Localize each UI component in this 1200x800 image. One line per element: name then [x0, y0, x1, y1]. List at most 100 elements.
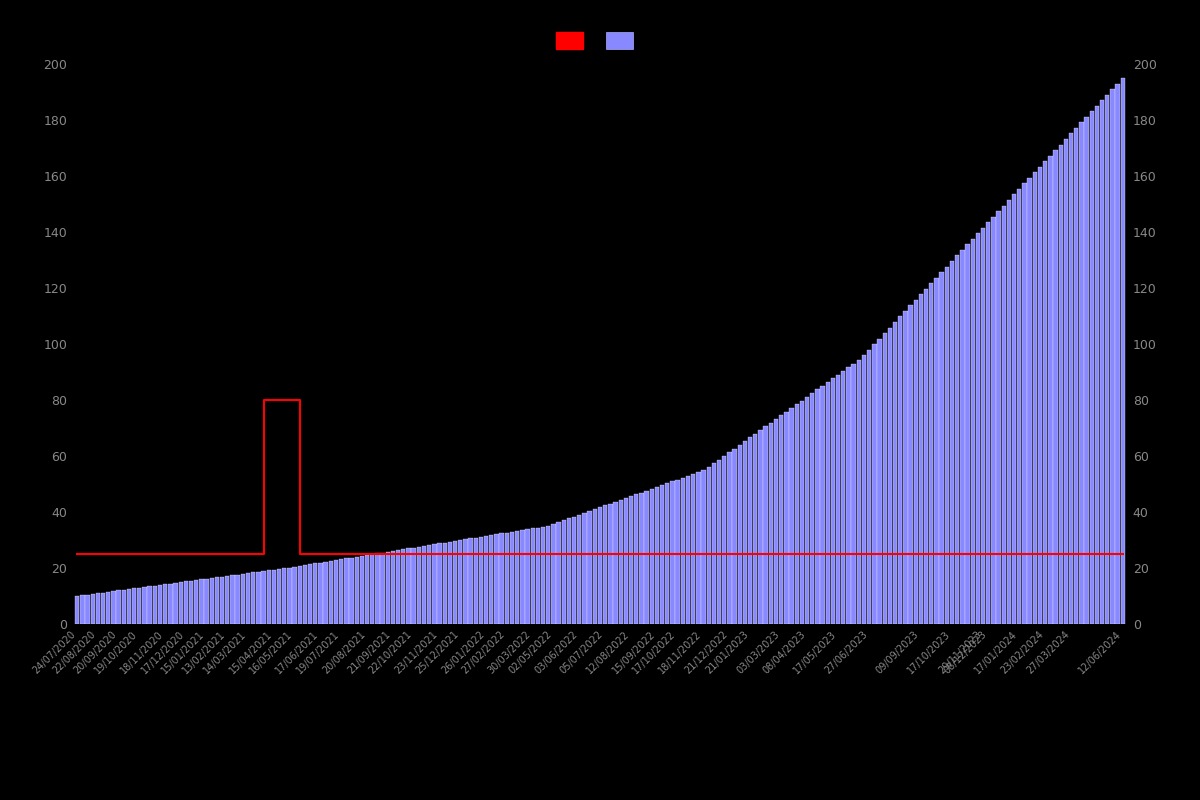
Bar — [935, 278, 938, 624]
Bar — [676, 480, 680, 624]
Bar — [830, 378, 835, 624]
Bar — [1105, 94, 1110, 624]
Bar — [608, 504, 612, 624]
Bar — [877, 338, 882, 624]
Bar — [908, 306, 913, 624]
Bar — [313, 563, 318, 624]
Bar — [888, 327, 892, 624]
Bar — [566, 518, 571, 624]
Bar — [991, 217, 996, 624]
Bar — [494, 534, 499, 624]
Bar — [262, 571, 265, 624]
Bar — [515, 531, 520, 624]
Bar — [499, 534, 504, 624]
Bar — [846, 367, 851, 624]
Bar — [640, 493, 643, 624]
Bar — [293, 566, 296, 624]
Bar — [1085, 117, 1088, 624]
Bar — [188, 581, 193, 624]
Bar — [490, 535, 493, 624]
Bar — [649, 489, 654, 624]
Bar — [696, 472, 701, 624]
Bar — [85, 594, 90, 624]
Bar — [1116, 83, 1120, 624]
Bar — [163, 584, 167, 624]
Bar — [215, 578, 220, 624]
Bar — [965, 244, 970, 624]
Bar — [298, 566, 302, 624]
Bar — [774, 419, 778, 624]
Bar — [427, 545, 431, 624]
Bar — [474, 538, 478, 624]
Bar — [391, 551, 395, 624]
Bar — [370, 554, 374, 624]
Bar — [598, 507, 602, 624]
Bar — [1110, 89, 1115, 624]
Bar — [1074, 128, 1079, 624]
Bar — [644, 490, 649, 624]
Bar — [980, 228, 985, 624]
Bar — [152, 586, 157, 624]
Bar — [179, 582, 182, 624]
Bar — [380, 553, 385, 624]
Bar — [716, 460, 721, 624]
Bar — [562, 520, 566, 624]
Bar — [143, 587, 146, 624]
Bar — [841, 371, 846, 624]
Bar — [334, 560, 338, 624]
Bar — [458, 540, 462, 624]
Bar — [220, 577, 224, 624]
Bar — [629, 496, 634, 624]
Bar — [210, 578, 214, 624]
Bar — [407, 548, 410, 624]
Bar — [74, 596, 79, 624]
Bar — [318, 562, 323, 624]
Bar — [634, 494, 638, 624]
Bar — [235, 574, 240, 624]
Bar — [852, 363, 856, 624]
Bar — [80, 595, 84, 624]
Bar — [1069, 134, 1073, 624]
Bar — [1121, 78, 1126, 624]
Bar — [520, 530, 524, 624]
Bar — [872, 344, 876, 624]
Bar — [546, 526, 551, 624]
Bar — [271, 570, 276, 624]
Bar — [944, 266, 949, 624]
Bar — [707, 467, 710, 624]
Bar — [452, 541, 457, 624]
Bar — [582, 513, 587, 624]
Bar — [376, 554, 379, 624]
Legend: , : , — [556, 32, 644, 49]
Bar — [836, 374, 840, 624]
Bar — [448, 542, 452, 624]
Bar — [148, 586, 152, 624]
Bar — [754, 434, 757, 624]
Bar — [986, 222, 990, 624]
Bar — [230, 575, 235, 624]
Bar — [432, 544, 437, 624]
Bar — [588, 511, 592, 624]
Bar — [929, 283, 934, 624]
Bar — [412, 547, 416, 624]
Bar — [437, 543, 442, 624]
Bar — [396, 550, 401, 624]
Bar — [344, 558, 348, 624]
Bar — [712, 463, 716, 624]
Bar — [1100, 100, 1104, 624]
Bar — [479, 537, 484, 624]
Bar — [173, 583, 178, 624]
Bar — [365, 555, 370, 624]
Bar — [158, 585, 162, 624]
Bar — [940, 272, 944, 624]
Bar — [1022, 183, 1027, 624]
Bar — [360, 556, 364, 624]
Bar — [287, 567, 292, 624]
Bar — [349, 558, 354, 624]
Bar — [769, 422, 773, 624]
Bar — [779, 415, 784, 624]
Bar — [794, 404, 799, 624]
Bar — [184, 582, 188, 624]
Bar — [613, 502, 618, 624]
Bar — [530, 529, 535, 624]
